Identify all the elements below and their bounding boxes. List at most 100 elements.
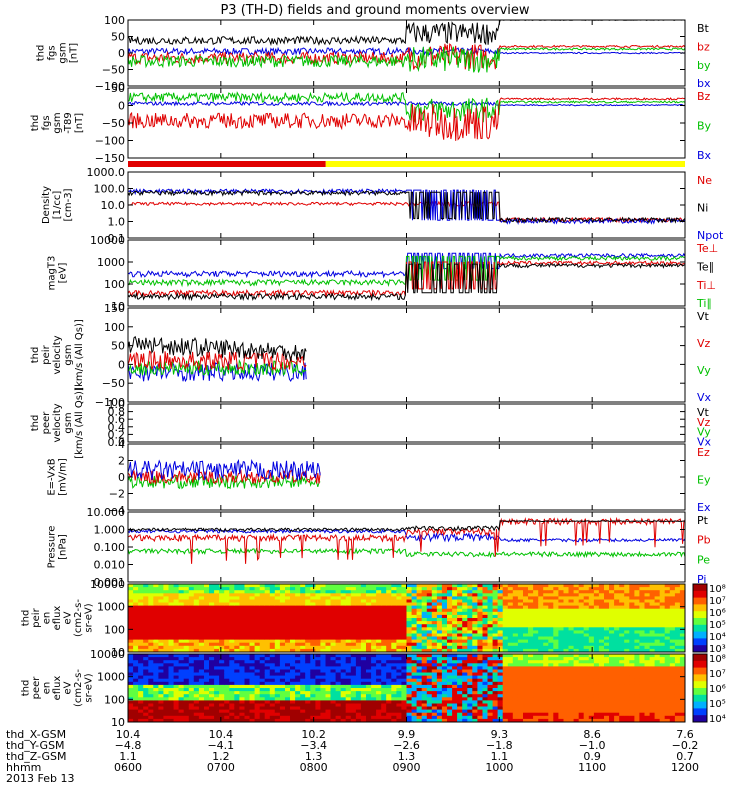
y-tick-label: 0	[118, 47, 125, 60]
axis-tick-value: 1.2	[212, 750, 230, 763]
y-tick-label: 10000	[90, 648, 125, 661]
trace-ne	[128, 200, 685, 224]
y-tick-label: 10	[111, 300, 125, 313]
y-tick-label: −50	[102, 377, 125, 390]
legend-entry: Vy	[697, 364, 711, 377]
y-axis-label: fgs	[41, 115, 52, 130]
legend-entry: Pe	[697, 553, 710, 566]
y-tick-label: 1000	[97, 601, 125, 614]
legend-entry: Npot	[697, 229, 724, 242]
trace-ni	[128, 189, 685, 224]
legend-entry: Pb	[697, 534, 711, 547]
colorbar-tick-label: 10⁴	[709, 632, 726, 643]
axis-tick-value: 0700	[207, 761, 235, 774]
axis-tick-value: 1.3	[398, 750, 416, 763]
y-tick-label: 0.6	[108, 413, 126, 426]
y-tick-label: 10000	[90, 578, 125, 591]
y-axis-label: [km/s (All Qs)]	[74, 319, 85, 391]
trace-pb	[128, 516, 685, 564]
mode-bar	[128, 161, 685, 167]
panel-traces	[128, 91, 685, 141]
axis-tick-value: 1.1	[491, 750, 509, 763]
axis-row-label: thd_Y-GSM	[6, 739, 65, 752]
trace-by	[128, 46, 685, 73]
y-tick-label: −100	[95, 80, 125, 93]
panel-peir_vel: 150 100 50 0 −50 −100 thd peir velocity gsm [km/s …	[30, 302, 712, 409]
y-axis-label: (cm2-s-	[73, 599, 84, 637]
axis-tick-value: −1.8	[486, 739, 513, 752]
trace-bx	[128, 46, 685, 57]
legend-entry: Vt	[697, 406, 710, 419]
legend-entry: by	[697, 59, 711, 72]
y-axis-label: peir	[41, 344, 52, 364]
panel-traces	[128, 516, 685, 564]
legend-entry: Ti⊥	[696, 279, 716, 292]
y-tick-label: −100	[95, 396, 125, 409]
y-axis-label: velocity	[52, 403, 63, 442]
trace-bt	[128, 20, 685, 47]
y-axis-label: velocity	[52, 335, 63, 374]
panel-efield: 4 2 0 −2 −4 E=-VxB [mV/m] Ez Ey Ex	[47, 438, 711, 517]
trace-pt	[128, 520, 685, 533]
y-axis-label: [cm-3]	[63, 188, 74, 221]
y-tick-label: 0.4	[108, 421, 126, 434]
y-axis-label: fgs	[47, 45, 58, 60]
colorbar-tick-label: 10⁷	[709, 596, 726, 607]
panel-traces	[128, 335, 307, 383]
y-axis-label: peer	[41, 411, 52, 435]
panel-traces	[128, 458, 321, 490]
y-tick-label: 1.0	[108, 216, 126, 229]
y-axis-label: thd	[20, 610, 31, 627]
axis-tick-value: −4.8	[115, 739, 142, 752]
colorbar-tick-label: 10⁸	[709, 654, 726, 665]
legend-entry: Vx	[697, 391, 712, 404]
y-tick-label: 1000	[97, 256, 125, 269]
panel-fgs: 100 50 0 −50 −100 thd fgs gsm [nT] Bt bz by bx	[36, 14, 711, 93]
legend-entry: Vt	[697, 310, 710, 323]
panel-traces	[128, 20, 685, 73]
axis-tick-value: −4.1	[207, 739, 234, 752]
y-axis-label: thd	[36, 45, 47, 62]
y-tick-label: −100	[95, 135, 125, 148]
legend-entry: Vz	[697, 337, 711, 350]
legend-entry: bx	[697, 77, 711, 90]
legend-entry: Vy	[697, 426, 711, 439]
y-tick-label: 100	[104, 278, 125, 291]
y-tick-label: 100.0	[94, 183, 126, 196]
legend-entry: Ti∥	[696, 297, 712, 310]
axis-tick-value: 10.4	[209, 728, 234, 741]
y-tick-label: 10.000	[87, 506, 126, 519]
y-axis-label: [mV/m]	[58, 458, 69, 496]
y-tick-label: 150	[104, 302, 125, 315]
y-axis-label: gsm	[63, 412, 74, 433]
axis-tick-value: 1.3	[305, 750, 323, 763]
trace-te-par	[128, 262, 685, 302]
y-axis-label: eflux	[52, 676, 63, 701]
legend-entry: Pt	[697, 514, 709, 527]
y-tick-label: 0.8	[108, 406, 126, 419]
y-axis-label: thd	[30, 347, 41, 364]
y-axis-label: thd	[30, 415, 41, 432]
y-axis-label: Density	[41, 186, 52, 224]
y-tick-label: 0.2	[108, 428, 126, 441]
y-tick-label: −50	[102, 64, 125, 77]
y-axis-label: en	[41, 612, 52, 625]
axis-tick-value: 1.1	[119, 750, 137, 763]
trace-vz	[128, 350, 307, 372]
y-tick-label: 0.1	[108, 232, 126, 245]
panel-density: 1000.0 100.0 10.0 1.0 0.1 Density [1/cc] [cm-3]…	[41, 166, 724, 245]
legend-entry: By	[697, 119, 712, 132]
axis-tick-value: −0.2	[672, 739, 699, 752]
y-tick-label: 1000.0	[87, 166, 126, 179]
axis-tick-value: −2.6	[393, 739, 420, 752]
y-axis-label: [nPa]	[58, 534, 69, 560]
axis-tick-value: 10.4	[116, 728, 141, 741]
legend-entry: Ne	[697, 174, 712, 187]
y-tick-label: 0	[118, 100, 125, 113]
legend-entry: Ez	[697, 446, 710, 459]
axis-tick-value: 0800	[300, 761, 328, 774]
